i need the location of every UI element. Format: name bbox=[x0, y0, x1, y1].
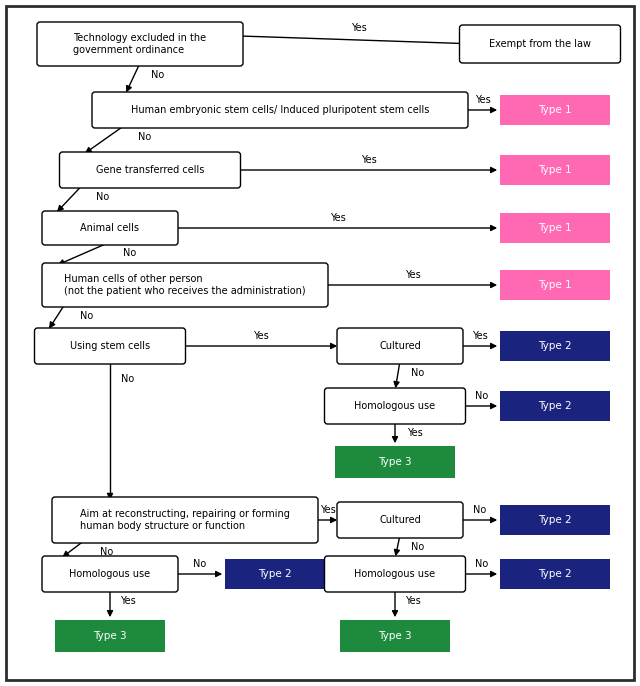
Text: No: No bbox=[152, 70, 164, 80]
Text: Type 1: Type 1 bbox=[538, 105, 572, 115]
Text: Type 2: Type 2 bbox=[538, 341, 572, 351]
FancyBboxPatch shape bbox=[500, 95, 610, 125]
Text: No: No bbox=[96, 192, 109, 202]
Text: Yes: Yes bbox=[330, 213, 346, 223]
Text: Human embryonic stem cells/ Induced pluripotent stem cells: Human embryonic stem cells/ Induced plur… bbox=[131, 105, 429, 115]
FancyBboxPatch shape bbox=[337, 328, 463, 364]
Text: Type 1: Type 1 bbox=[538, 223, 572, 233]
Text: Aim at reconstructing, repairing or forming
human body structure or function: Aim at reconstructing, repairing or form… bbox=[80, 509, 290, 531]
FancyBboxPatch shape bbox=[500, 155, 610, 185]
Text: Exempt from the law: Exempt from the law bbox=[489, 39, 591, 49]
FancyBboxPatch shape bbox=[337, 502, 463, 538]
Text: Yes: Yes bbox=[120, 596, 136, 606]
FancyBboxPatch shape bbox=[42, 556, 178, 592]
Text: Gene transferred cells: Gene transferred cells bbox=[96, 165, 204, 175]
Text: Type 2: Type 2 bbox=[538, 515, 572, 525]
Text: Yes: Yes bbox=[405, 596, 421, 606]
Text: Yes: Yes bbox=[361, 155, 376, 165]
Text: Yes: Yes bbox=[472, 331, 488, 341]
Text: No: No bbox=[122, 374, 134, 384]
Text: Yes: Yes bbox=[253, 331, 269, 341]
Text: Yes: Yes bbox=[319, 505, 335, 515]
FancyBboxPatch shape bbox=[500, 331, 610, 361]
FancyBboxPatch shape bbox=[42, 263, 328, 307]
Text: Homologous use: Homologous use bbox=[355, 401, 436, 411]
Text: Type 2: Type 2 bbox=[258, 569, 292, 579]
Text: Cultured: Cultured bbox=[379, 341, 421, 351]
Text: No: No bbox=[193, 559, 207, 569]
FancyBboxPatch shape bbox=[55, 620, 165, 652]
FancyBboxPatch shape bbox=[35, 328, 186, 364]
FancyBboxPatch shape bbox=[60, 152, 241, 188]
FancyBboxPatch shape bbox=[500, 559, 610, 589]
FancyBboxPatch shape bbox=[42, 211, 178, 245]
FancyBboxPatch shape bbox=[6, 6, 634, 680]
FancyBboxPatch shape bbox=[500, 213, 610, 243]
FancyBboxPatch shape bbox=[500, 505, 610, 535]
Text: No: No bbox=[412, 368, 424, 378]
Text: Type 3: Type 3 bbox=[93, 631, 127, 641]
Text: Animal cells: Animal cells bbox=[81, 223, 140, 233]
Text: Yes: Yes bbox=[475, 95, 490, 105]
FancyBboxPatch shape bbox=[500, 391, 610, 421]
Text: No: No bbox=[412, 542, 424, 552]
Text: Yes: Yes bbox=[407, 428, 423, 438]
FancyBboxPatch shape bbox=[324, 388, 465, 424]
Text: Technology excluded in the
government ordinance: Technology excluded in the government or… bbox=[74, 33, 207, 55]
Text: Yes: Yes bbox=[351, 23, 367, 33]
Text: Using stem cells: Using stem cells bbox=[70, 341, 150, 351]
Text: Type 2: Type 2 bbox=[538, 401, 572, 411]
Text: Type 3: Type 3 bbox=[378, 631, 412, 641]
FancyBboxPatch shape bbox=[460, 25, 621, 63]
Text: No: No bbox=[100, 547, 114, 557]
Text: No: No bbox=[81, 311, 93, 321]
FancyBboxPatch shape bbox=[340, 620, 450, 652]
Text: Homologous use: Homologous use bbox=[355, 569, 436, 579]
Text: Type 2: Type 2 bbox=[538, 569, 572, 579]
Text: No: No bbox=[138, 132, 152, 142]
FancyBboxPatch shape bbox=[324, 556, 465, 592]
Text: Type 1: Type 1 bbox=[538, 280, 572, 290]
FancyBboxPatch shape bbox=[92, 92, 468, 128]
FancyBboxPatch shape bbox=[225, 559, 325, 589]
Text: No: No bbox=[474, 505, 486, 515]
Text: Type 1: Type 1 bbox=[538, 165, 572, 175]
Text: Cultured: Cultured bbox=[379, 515, 421, 525]
FancyBboxPatch shape bbox=[500, 270, 610, 300]
Text: Yes: Yes bbox=[404, 270, 420, 280]
FancyBboxPatch shape bbox=[37, 22, 243, 66]
Text: Human cells of other person
(not the patient who receives the administration): Human cells of other person (not the pat… bbox=[64, 274, 306, 296]
Text: No: No bbox=[124, 248, 136, 258]
Text: Type 3: Type 3 bbox=[378, 457, 412, 467]
FancyBboxPatch shape bbox=[335, 446, 455, 478]
Text: No: No bbox=[475, 559, 488, 569]
FancyBboxPatch shape bbox=[52, 497, 318, 543]
Text: No: No bbox=[475, 391, 488, 401]
Text: Homologous use: Homologous use bbox=[69, 569, 150, 579]
